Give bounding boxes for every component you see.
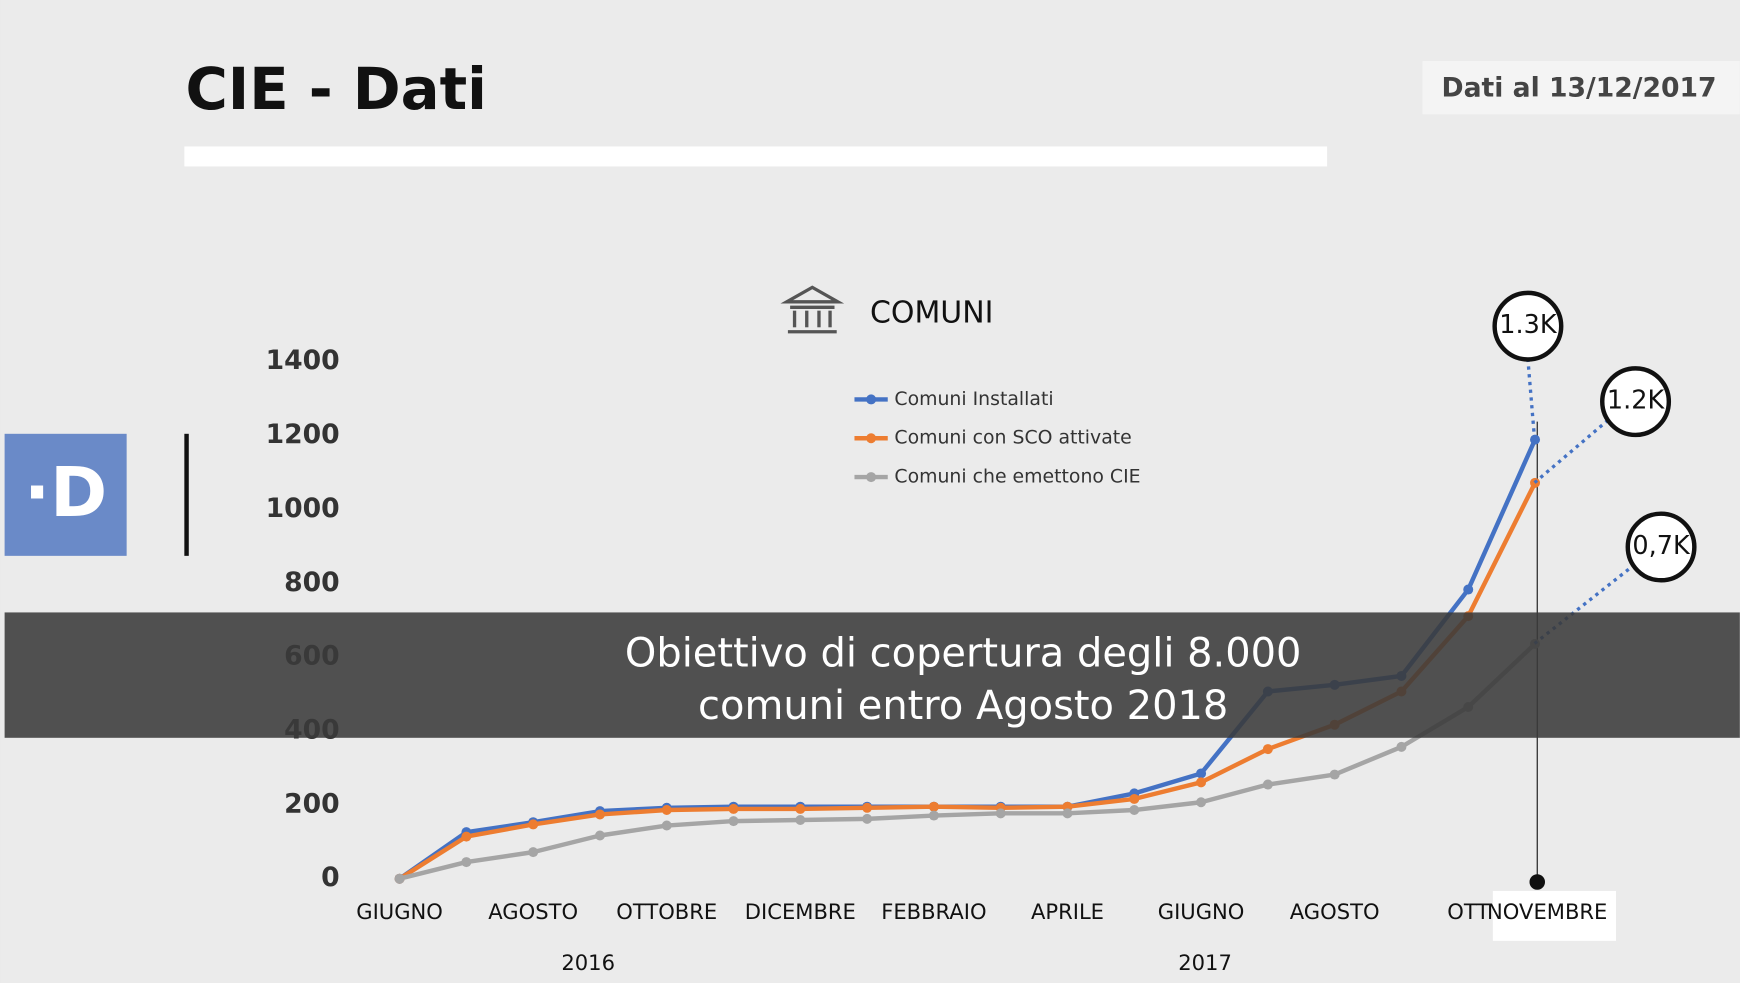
point bbox=[1129, 805, 1140, 816]
point bbox=[795, 814, 806, 825]
x-tick-label: APRILE bbox=[1031, 899, 1104, 924]
callout-leader bbox=[1533, 418, 1610, 484]
y-tick-label: 0 bbox=[321, 862, 340, 893]
point bbox=[1530, 434, 1541, 445]
banner-line: Obiettivo di copertura degli 8.000 bbox=[625, 631, 1302, 677]
point bbox=[394, 873, 405, 884]
point bbox=[594, 830, 605, 841]
callout-label: 1.3K bbox=[1499, 310, 1558, 340]
point bbox=[461, 831, 472, 842]
point bbox=[1463, 584, 1474, 595]
year-label: 2016 bbox=[561, 950, 615, 975]
logo-box bbox=[4, 433, 127, 556]
chart-title: COMUNI bbox=[870, 295, 993, 330]
point bbox=[728, 816, 739, 827]
x-tick-label: AGOSTO bbox=[488, 899, 578, 924]
x-tick-label: OTTOBRE bbox=[616, 899, 717, 924]
x-tick-label: OTT bbox=[1447, 899, 1489, 924]
point bbox=[795, 803, 806, 814]
point bbox=[661, 820, 672, 831]
y-tick-label: 800 bbox=[284, 567, 340, 598]
point bbox=[661, 805, 672, 816]
x-tick-label: FEBBRAIO bbox=[881, 899, 986, 924]
point bbox=[1396, 741, 1407, 752]
callout-label: 1.2K bbox=[1607, 386, 1666, 416]
point bbox=[461, 857, 472, 868]
point bbox=[995, 808, 1006, 819]
date-box bbox=[1422, 61, 1740, 115]
y-tick-label: 1400 bbox=[266, 345, 340, 376]
callout-label: 0,7K bbox=[1632, 531, 1691, 561]
point bbox=[1262, 779, 1273, 790]
callout-leader bbox=[1533, 563, 1636, 645]
legend-label: Comuni Installati bbox=[894, 388, 1053, 410]
legend-dot bbox=[866, 433, 877, 444]
point bbox=[1196, 797, 1207, 808]
point bbox=[1329, 769, 1340, 780]
label-box bbox=[1492, 890, 1617, 941]
logo-divider bbox=[184, 433, 189, 556]
point bbox=[1196, 777, 1207, 788]
date-label: Dati al 13/12/2017 bbox=[1441, 72, 1716, 103]
x-tick-label: GIUGNO bbox=[1158, 899, 1245, 924]
point bbox=[1196, 768, 1207, 779]
point bbox=[528, 819, 539, 830]
callout-circle bbox=[1625, 511, 1697, 583]
legend-dot bbox=[866, 394, 877, 405]
callout-leader bbox=[1526, 359, 1537, 440]
legend-dot bbox=[866, 472, 877, 483]
point bbox=[528, 847, 539, 858]
legend-label: Comuni con SCO attivate bbox=[894, 427, 1131, 449]
x-tick-label: NOVEMBRE bbox=[1487, 899, 1607, 924]
y-tick-label: 1200 bbox=[266, 419, 340, 450]
callout-circle bbox=[1600, 366, 1672, 438]
y-tick-label: 1000 bbox=[266, 493, 340, 524]
x-tick-label: DICEMBRE bbox=[745, 899, 856, 924]
banner bbox=[4, 612, 1740, 738]
banner-line: comuni entro Agosto 2018 bbox=[698, 683, 1228, 729]
x-tick-label: GIUGNO bbox=[356, 899, 443, 924]
logo: ·D bbox=[24, 453, 107, 533]
point bbox=[928, 801, 939, 812]
callout-circle bbox=[1492, 290, 1564, 362]
point bbox=[1262, 744, 1273, 755]
year-label: 2017 bbox=[1178, 950, 1232, 975]
point bbox=[1062, 808, 1073, 819]
y-tick-label: 200 bbox=[284, 788, 340, 819]
point bbox=[862, 813, 873, 824]
point bbox=[862, 802, 873, 813]
marker-dot bbox=[1529, 874, 1546, 890]
x-tick-label: AGOSTO bbox=[1290, 899, 1380, 924]
legend-label: Comuni che emettono CIE bbox=[894, 466, 1140, 488]
series-line bbox=[399, 642, 1537, 881]
point bbox=[1129, 793, 1140, 804]
point bbox=[928, 810, 939, 821]
title-underline bbox=[184, 146, 1328, 167]
bank-icon bbox=[780, 285, 845, 334]
slide-title: CIE - Dati bbox=[185, 55, 486, 123]
point bbox=[728, 803, 739, 814]
point bbox=[594, 809, 605, 820]
